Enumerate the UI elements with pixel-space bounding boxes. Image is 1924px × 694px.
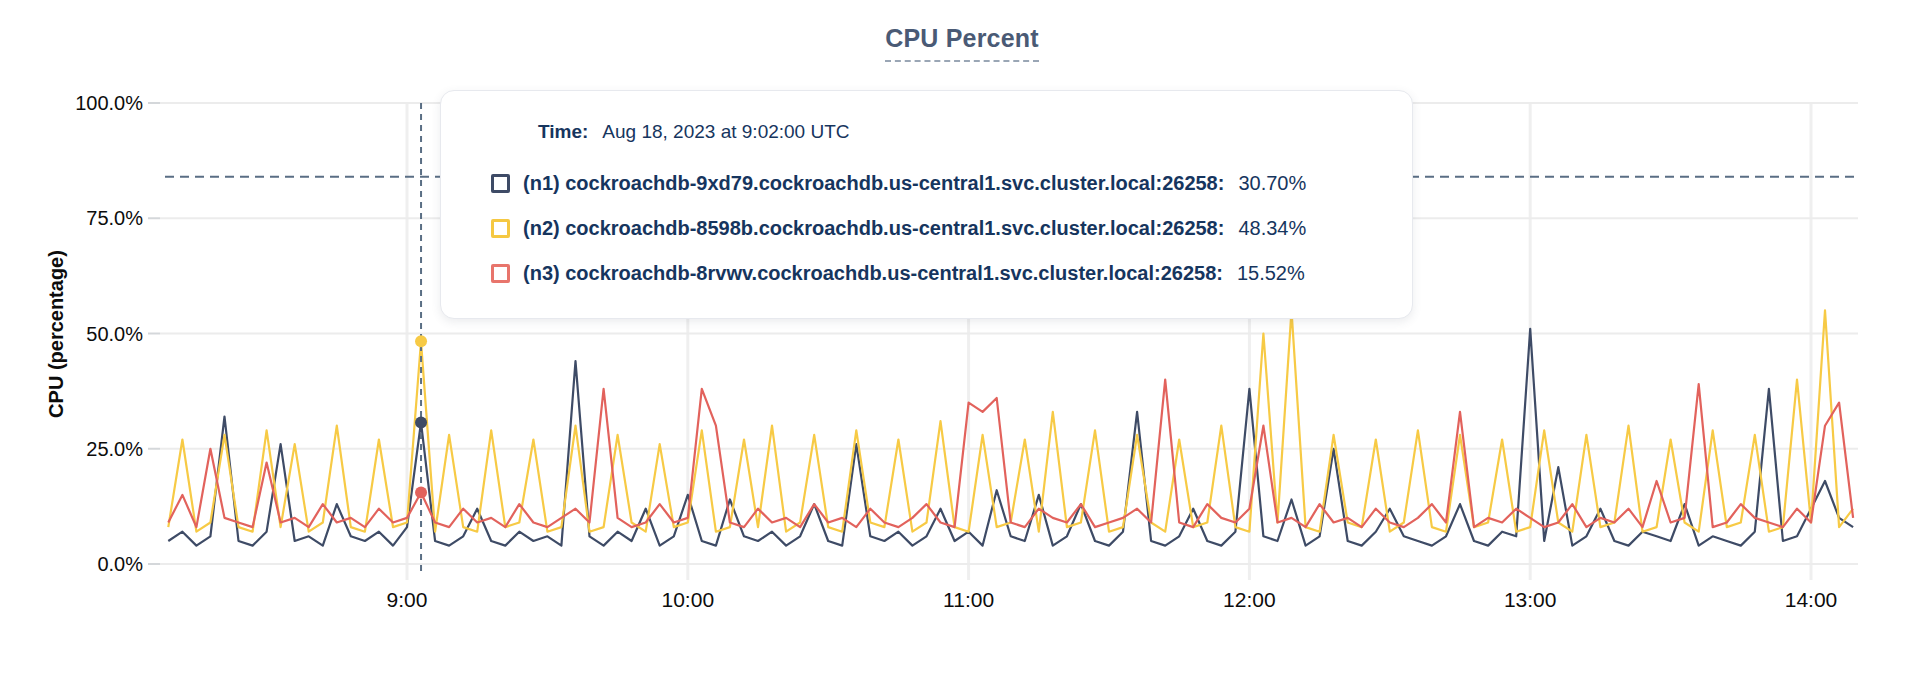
hover-point-n1 <box>415 416 427 428</box>
tooltip-time-prefix: Time: <box>538 121 588 143</box>
cpu-percent-chart: CPU Percent CPU (percentage) 0.0%25.0%50… <box>0 0 1924 694</box>
y-tick-label: 100.0% <box>0 90 143 116</box>
x-tick-label: 10:00 <box>638 588 738 612</box>
series-label: (n2) cockroachdb-8598b.cockroachdb.us-ce… <box>523 217 1224 240</box>
tooltip-series-row: (n2) cockroachdb-8598b.cockroachdb.us-ce… <box>491 206 1382 251</box>
series-value: 48.34% <box>1238 217 1306 240</box>
tooltip-series-row: (n1) cockroachdb-9xd79.cockroachdb.us-ce… <box>491 161 1382 206</box>
y-tick-label: 25.0% <box>0 436 143 462</box>
series-value: 15.52% <box>1237 262 1305 285</box>
x-tick-label: 11:00 <box>919 588 1019 612</box>
x-tick-label: 13:00 <box>1480 588 1580 612</box>
series-swatch-icon <box>491 264 510 283</box>
hover-point-n2 <box>415 335 427 347</box>
x-tick-label: 9:00 <box>357 588 457 612</box>
series-value: 30.70% <box>1238 172 1306 195</box>
tooltip-time-value: Aug 18, 2023 at 9:02:00 UTC <box>602 121 849 143</box>
series-swatch-icon <box>491 174 510 193</box>
y-tick-label: 75.0% <box>0 205 143 231</box>
tooltip-time-row: Time: Aug 18, 2023 at 9:02:00 UTC <box>491 121 1382 143</box>
x-tick-label: 12:00 <box>1199 588 1299 612</box>
y-tick-label: 0.0% <box>0 551 143 577</box>
tooltip-series-row: (n3) cockroachdb-8rvwv.cockroachdb.us-ce… <box>491 251 1382 296</box>
tooltip-series-rows: (n1) cockroachdb-9xd79.cockroachdb.us-ce… <box>491 161 1382 296</box>
hover-tooltip: Time: Aug 18, 2023 at 9:02:00 UTC (n1) c… <box>440 90 1413 319</box>
y-tick-label: 50.0% <box>0 321 143 347</box>
hover-point-n3 <box>415 486 427 498</box>
x-tick-label: 14:00 <box>1761 588 1861 612</box>
series-label: (n1) cockroachdb-9xd79.cockroachdb.us-ce… <box>523 172 1224 195</box>
series-swatch-icon <box>491 219 510 238</box>
series-label: (n3) cockroachdb-8rvwv.cockroachdb.us-ce… <box>523 262 1223 285</box>
